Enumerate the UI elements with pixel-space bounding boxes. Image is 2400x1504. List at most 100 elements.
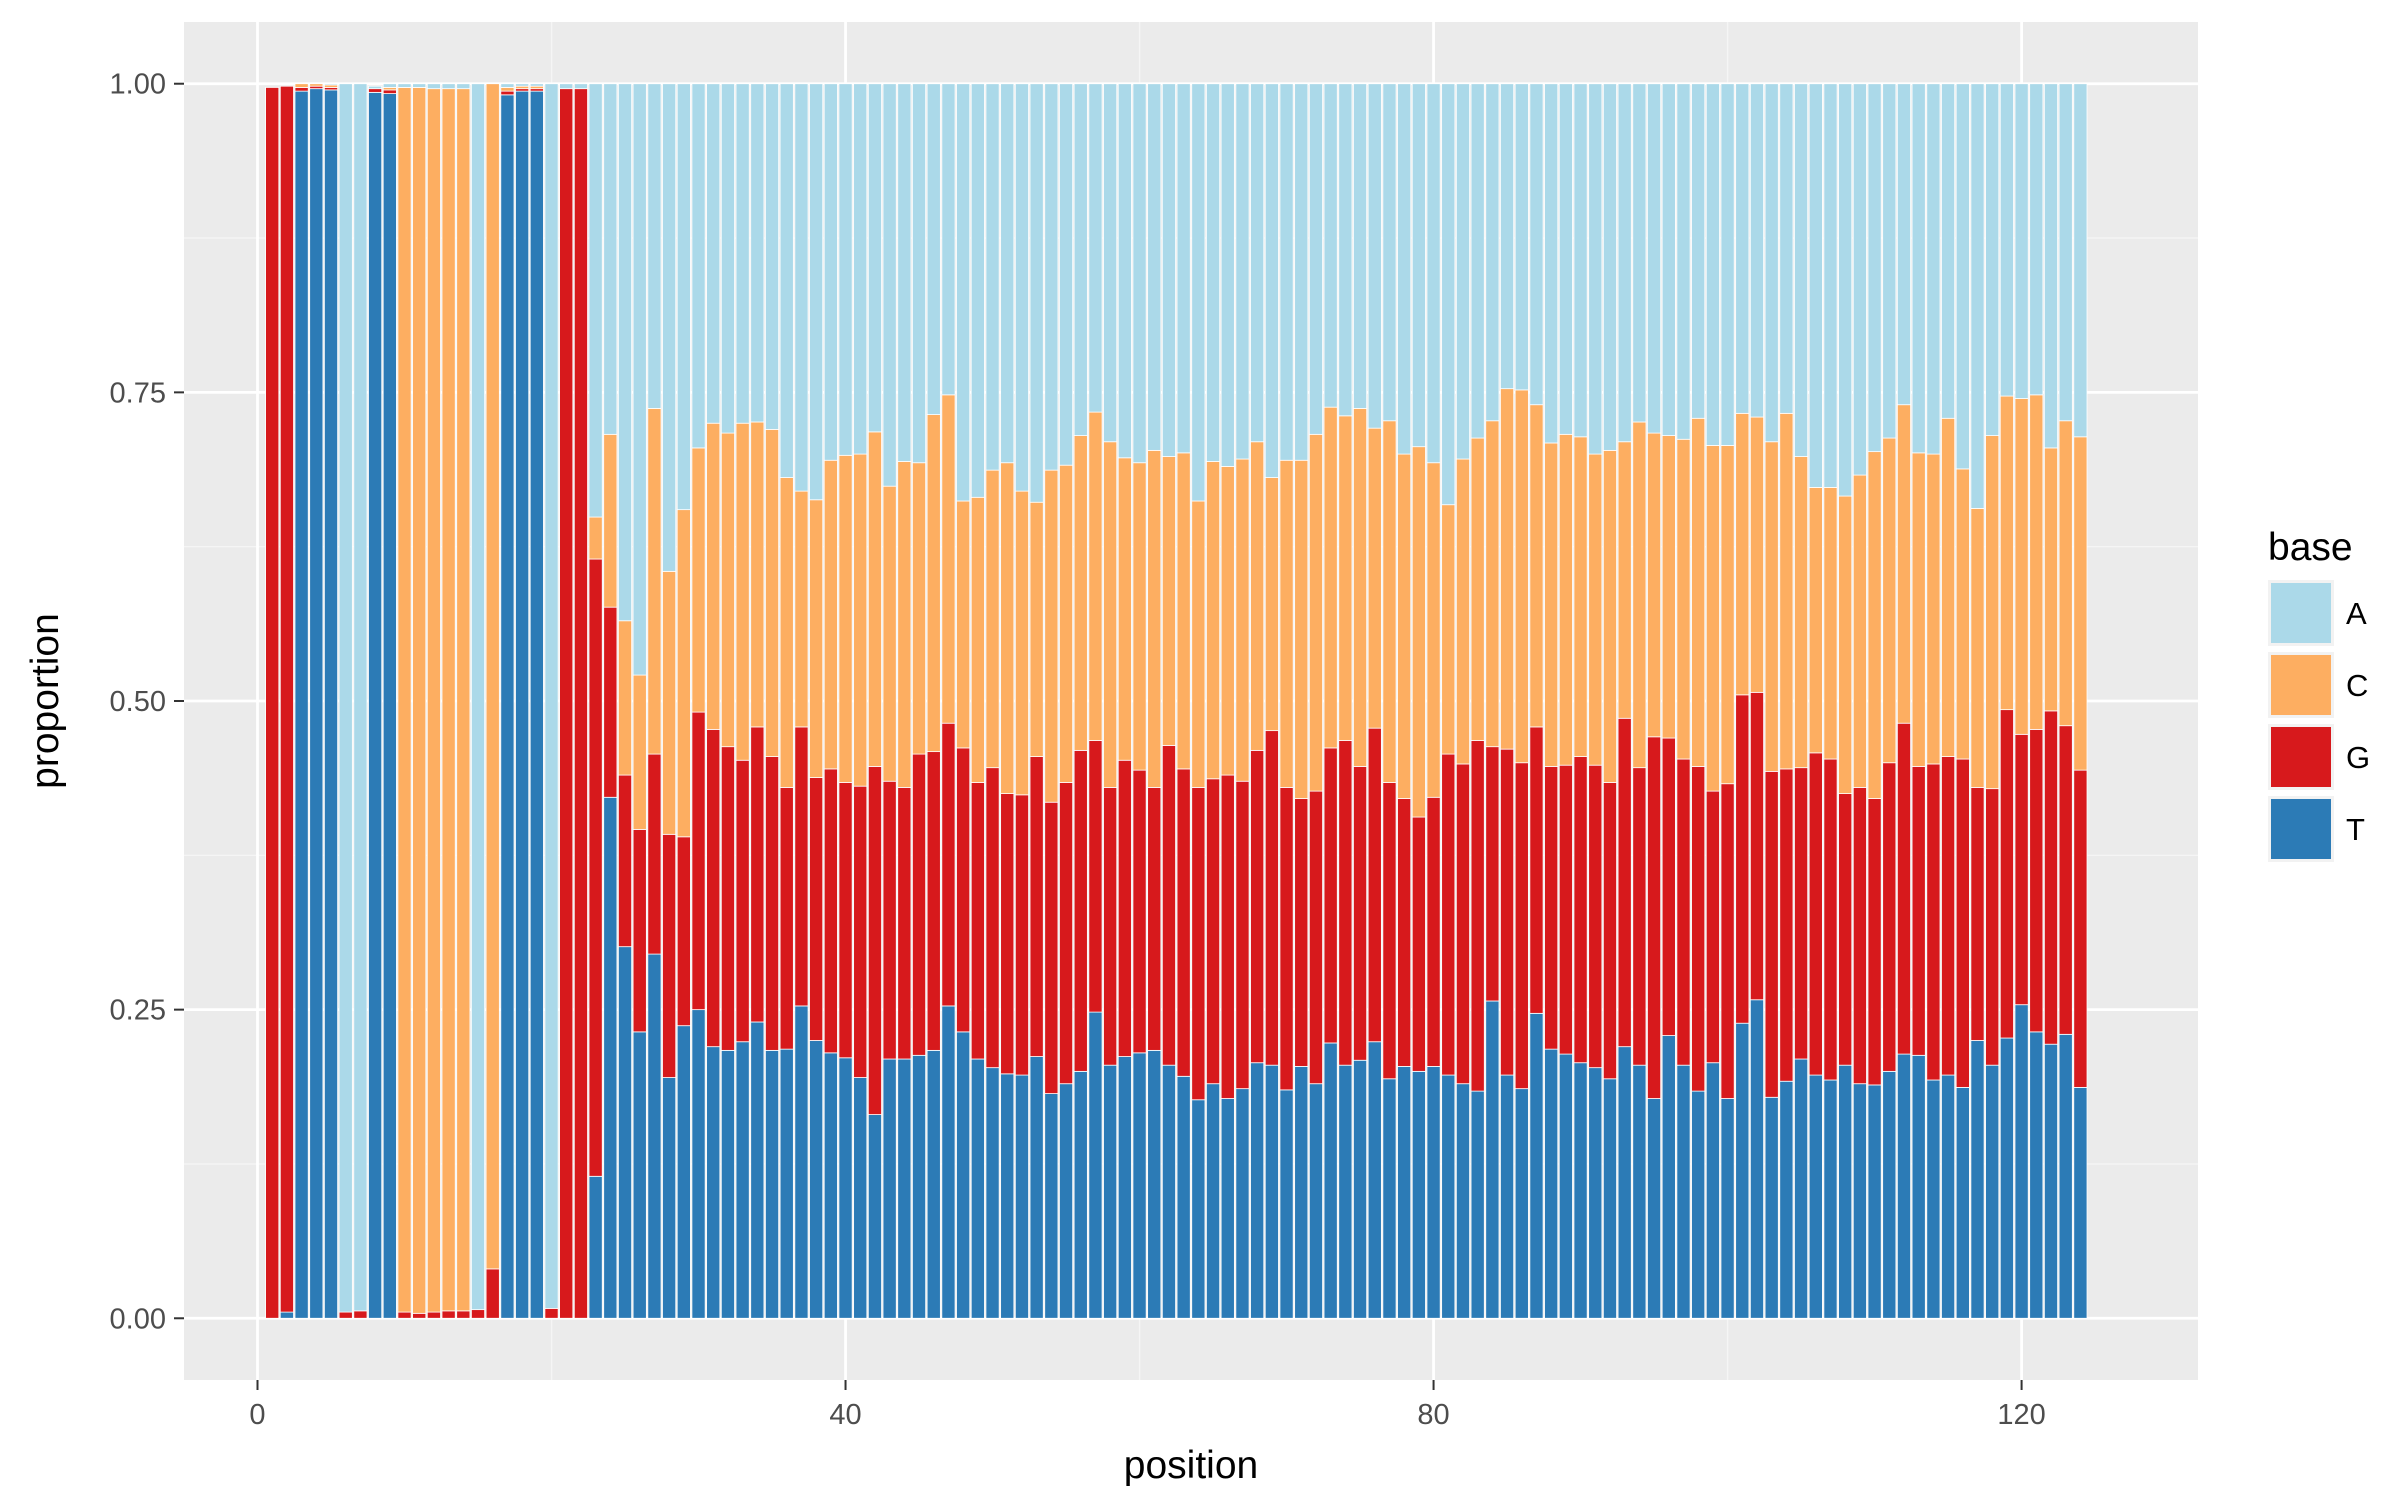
bar-segment-c [853,453,868,787]
bar-segment-g [294,87,309,92]
bar-segment-g [1970,787,1985,1041]
bar-segment-g [897,787,912,1060]
bar-segment-t [1823,1079,1838,1319]
bar-segment-a [926,83,941,415]
bar-segment-t [1353,1059,1368,1319]
bar-segment-c [397,87,412,1313]
bar-segment-g [662,833,677,1078]
bar-segment-g [1455,763,1470,1085]
bar-segment-c [1735,412,1750,696]
bar-segment-a [338,83,353,1313]
bar-segment-t [985,1067,1000,1319]
bar-segment-c [1014,490,1029,796]
bar-segment-g [1661,737,1676,1036]
bar-segment-c [1514,389,1529,764]
bar-segment-g [926,751,941,1051]
bar-segment-a [1264,83,1279,478]
bar-segment-c [647,408,662,755]
bar-segment-c [1426,462,1441,798]
bar-segment-g [853,785,868,1078]
bar-segment-g [1529,726,1544,1014]
bar-segment-a [1103,83,1118,443]
bar-segment-g [1059,782,1074,1085]
bar-segment-g [265,87,280,1319]
y-tick-label: 0.00 [110,1303,166,1335]
bar-segment-g [1985,788,2000,1066]
bar-segment-t [1529,1012,1544,1319]
bar-segment-g [779,787,794,1050]
bar-segment-t [1514,1088,1529,1319]
bar-segment-g [470,1309,486,1319]
bar-segment-c [1617,441,1632,719]
bar-segment-g [441,1310,456,1319]
bar-segment-g [706,728,721,1048]
bar-segment-a [573,83,588,90]
bar-segment-a [1294,83,1309,461]
bar-segment-c [2058,420,2073,727]
bar-segment-a [2058,83,2073,422]
bar-segment-g [500,90,515,96]
bar-segment-t [735,1041,750,1319]
bar-segment-t [809,1040,824,1319]
bar-segment-g [1147,787,1162,1051]
bar-segment-a [970,83,985,498]
bar-segment-a [632,83,647,676]
bar-segment-g [279,85,294,1313]
bar-segment-t [1294,1066,1309,1319]
bar-segment-c [970,496,985,783]
bar-segment-c [1823,487,1838,760]
bar-segment-c [1588,453,1603,766]
x-tick-label: 120 [1997,1399,2045,1431]
bar-segment-t [1485,1000,1500,1319]
bar-segment-g [823,768,838,1054]
bar-segment-a [441,83,456,90]
bar-segment-g [1206,778,1221,1085]
bar-segment-a [1632,83,1647,423]
bar-segment-t [1014,1074,1029,1319]
bar-segment-a [1235,83,1250,460]
bar-segment-g [735,759,750,1043]
bar-segment-t [1470,1090,1485,1319]
bar-segment-a [1514,83,1529,391]
bar-segment-a [1602,83,1617,451]
bar-segment-t [1779,1080,1794,1319]
bar-segment-t [867,1114,882,1319]
legend-label-c: C [2346,668,2368,703]
bar-segment-a [1911,83,1926,454]
bar-segment-t [1588,1067,1603,1319]
bar-segment-a [1808,83,1823,488]
bar-segment-t [2014,1004,2029,1319]
bar-segment-g [647,753,662,955]
bar-segment-a [456,83,471,90]
bar-segment-t [1500,1074,1515,1319]
bar-segment-g [1632,767,1647,1066]
bar-segment-g [1676,758,1691,1066]
bar-segment-c [1573,436,1588,757]
bar-segment-a [1132,83,1147,464]
bar-segment-g [1588,764,1603,1069]
bar-segment-c [1749,416,1764,693]
bar-segment-t [1617,1046,1632,1319]
bar-segment-a [735,83,750,424]
bar-segment-c [941,394,956,724]
legend-swatch-c [2271,655,2331,715]
bar-segment-g [426,1311,441,1319]
bar-segment-c [2043,447,2059,712]
bar-segment-g [1353,766,1368,1061]
bar-segment-t [1411,1070,1426,1319]
bar-segment-a [1823,83,1838,488]
bar-segment-g [588,558,603,1177]
bar-segment-t [1647,1098,1662,1319]
bar-segment-c [867,431,882,767]
bar-segment-c [1308,433,1323,792]
bar-segment-c [1059,464,1074,783]
bar-segment-g [1647,736,1662,1099]
bar-segment-a [470,83,486,1311]
bar-segment-g [1294,798,1309,1067]
bar-segment-c [1206,461,1221,780]
bar-segment-a [706,83,721,424]
bar-segment-a [1500,83,1515,390]
bar-segment-a [397,83,412,88]
bar-segment-a [1382,83,1397,422]
bar-segment-g [1338,740,1353,1066]
